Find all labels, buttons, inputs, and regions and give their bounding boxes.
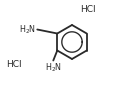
Text: HCl: HCl <box>6 60 22 69</box>
Text: H$_2$N: H$_2$N <box>44 62 61 74</box>
Text: HCl: HCl <box>79 5 95 14</box>
Text: H$_2$N: H$_2$N <box>19 23 36 36</box>
